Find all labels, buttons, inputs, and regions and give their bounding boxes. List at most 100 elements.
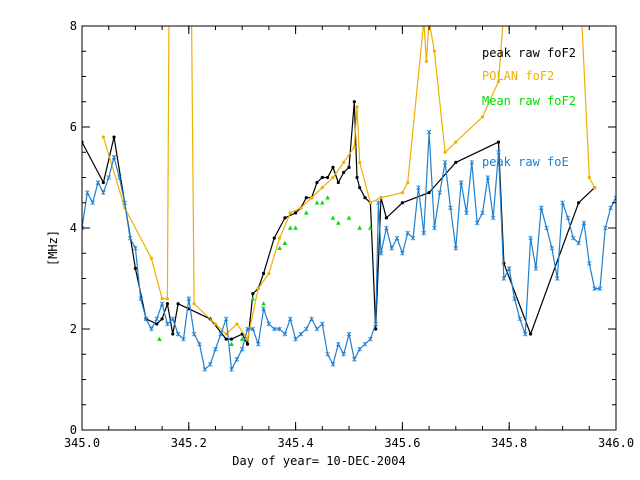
data-point [565, 215, 571, 221]
data-point [320, 175, 324, 180]
y-tick-label: 0 [70, 423, 77, 437]
data-point [379, 196, 383, 200]
data-point [561, 9, 564, 12]
data-point [181, 336, 186, 342]
data-point [474, 220, 480, 226]
data-point [533, 266, 539, 271]
data-point [315, 180, 319, 185]
data-point [207, 362, 213, 367]
data-point [538, 205, 544, 211]
series-line [82, 101, 596, 347]
data-point [336, 180, 340, 185]
data-point [496, 140, 501, 144]
data-point [133, 266, 137, 270]
data-point [592, 286, 597, 291]
data-point [160, 317, 164, 321]
data-point [454, 140, 458, 144]
data-point [529, 9, 532, 12]
data-point [320, 200, 325, 205]
data-point [182, 9, 185, 12]
data-point [580, 9, 583, 12]
data-point [352, 100, 356, 104]
data-point [469, 160, 475, 165]
data-point [101, 190, 106, 195]
y-tick-label: 2 [70, 322, 77, 336]
data-point [245, 342, 250, 346]
data-point [384, 225, 389, 231]
y-tick-label: 6 [70, 120, 77, 134]
data-point [496, 79, 501, 84]
axis-frame [81, 25, 617, 431]
data-point [159, 301, 165, 307]
data-point [432, 225, 437, 231]
data-point [512, 296, 517, 301]
data-point [336, 341, 341, 347]
data-point [400, 201, 404, 205]
data-point [358, 186, 362, 190]
data-point [330, 362, 336, 367]
x-tick-label: 345.0 [64, 436, 100, 450]
data-point [330, 215, 336, 220]
data-point [261, 306, 266, 312]
data-point [352, 145, 356, 149]
data-point [368, 201, 372, 205]
legend: peak raw foF2 POLAN foF2 Mean raw foF2 peak… [482, 46, 576, 169]
data-point [309, 316, 314, 322]
data-point [157, 336, 162, 341]
series-peak-raw-foe [82, 129, 616, 372]
data-point [560, 200, 565, 206]
data-point [314, 200, 320, 205]
data-point [342, 170, 346, 175]
data-point [437, 190, 443, 195]
data-point [363, 196, 367, 200]
data-point [213, 346, 218, 352]
data-point [587, 261, 592, 266]
y-tick-label: 8 [70, 19, 77, 33]
data-point [346, 215, 352, 220]
x-tick-label: 345.2 [171, 436, 207, 450]
data-point [442, 160, 448, 165]
data-point [384, 216, 388, 220]
data-point [406, 180, 410, 185]
data-point [554, 276, 560, 281]
data-point [304, 196, 308, 200]
data-point [277, 236, 282, 240]
data-point [143, 316, 149, 322]
data-point [432, 49, 437, 53]
x-axis-label: Day of year= 10-DEC-2004 [232, 454, 405, 468]
data-point [443, 150, 447, 154]
data-point [485, 175, 491, 180]
data-point [426, 129, 432, 135]
data-point [283, 216, 287, 220]
data-point [250, 296, 256, 301]
data-point [133, 245, 138, 251]
data-point [239, 336, 245, 341]
y-tick-label: 4 [70, 221, 77, 235]
data-point [528, 332, 533, 336]
data-point [277, 326, 282, 332]
data-point [544, 225, 549, 231]
data-point [376, 200, 381, 206]
data-point [101, 135, 105, 139]
data-point [106, 175, 111, 180]
data-point [82, 225, 85, 231]
data-point [325, 351, 330, 357]
data-point [101, 180, 105, 185]
data-point [400, 191, 404, 195]
data-point [298, 331, 304, 337]
data-point [373, 321, 378, 327]
data-point [224, 337, 228, 341]
data-point [522, 331, 528, 337]
data-point [570, 235, 576, 241]
data-point [218, 331, 224, 337]
data-point [223, 316, 229, 322]
data-point [341, 351, 346, 357]
data-point [326, 175, 330, 180]
data-point [581, 220, 587, 226]
data-point [549, 245, 555, 251]
data-point [149, 326, 154, 332]
data-point [389, 245, 395, 251]
data-point [358, 160, 362, 164]
data-point [299, 206, 303, 210]
data-point [251, 292, 255, 296]
